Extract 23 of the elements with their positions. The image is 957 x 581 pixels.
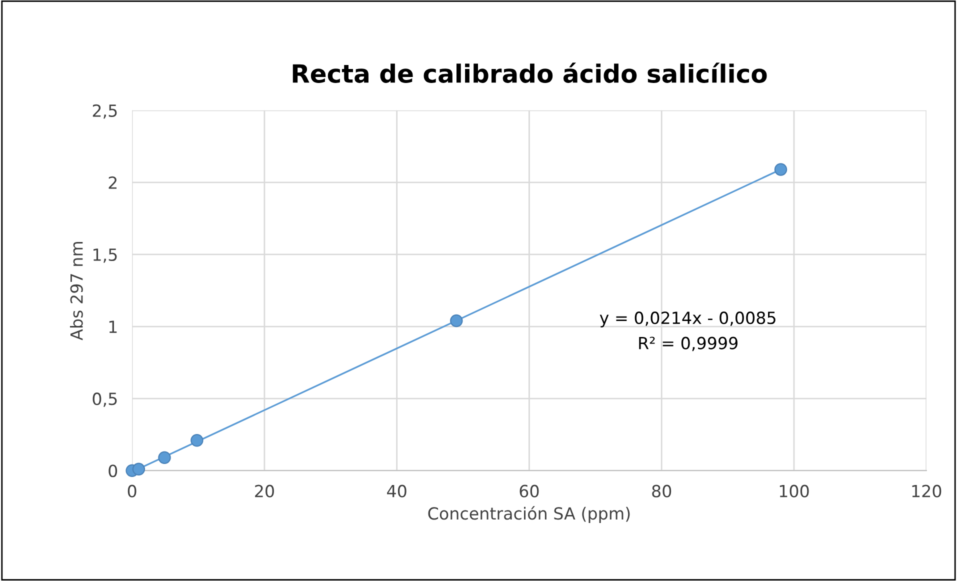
y-tick-label: 0	[108, 464, 118, 478]
x-tick-label: 0	[128, 484, 136, 498]
y-tick-label: 2,5	[92, 104, 117, 119]
annotation: y = 0,0214x - 0,0085	[600, 312, 776, 328]
y-tick-label: 0,5	[92, 392, 117, 407]
y-tick-label: 1	[109, 320, 117, 333]
x-tick-label: 100	[780, 484, 809, 498]
annotation: R² = 0,9999	[639, 336, 738, 352]
x-tick-label: 40	[387, 484, 406, 498]
x-tick-label: 120	[912, 484, 942, 498]
point	[132, 462, 146, 476]
y-tick-label: 1,5	[94, 248, 117, 263]
x-tick-label: 60	[520, 484, 539, 498]
point	[774, 163, 788, 176]
point	[158, 451, 171, 464]
x-axis-title: Concentración SA (ppm)	[428, 506, 630, 523]
x-tick-label: 80	[652, 484, 672, 498]
y-axis-title: Abs 297 nm	[70, 242, 83, 340]
chart-title: Recta de calibrado ácido salicílico	[292, 62, 767, 83]
point	[450, 314, 463, 328]
y-tick-label: 2	[108, 176, 117, 189]
point	[190, 434, 204, 447]
x-tick-label: 20	[255, 484, 274, 498]
